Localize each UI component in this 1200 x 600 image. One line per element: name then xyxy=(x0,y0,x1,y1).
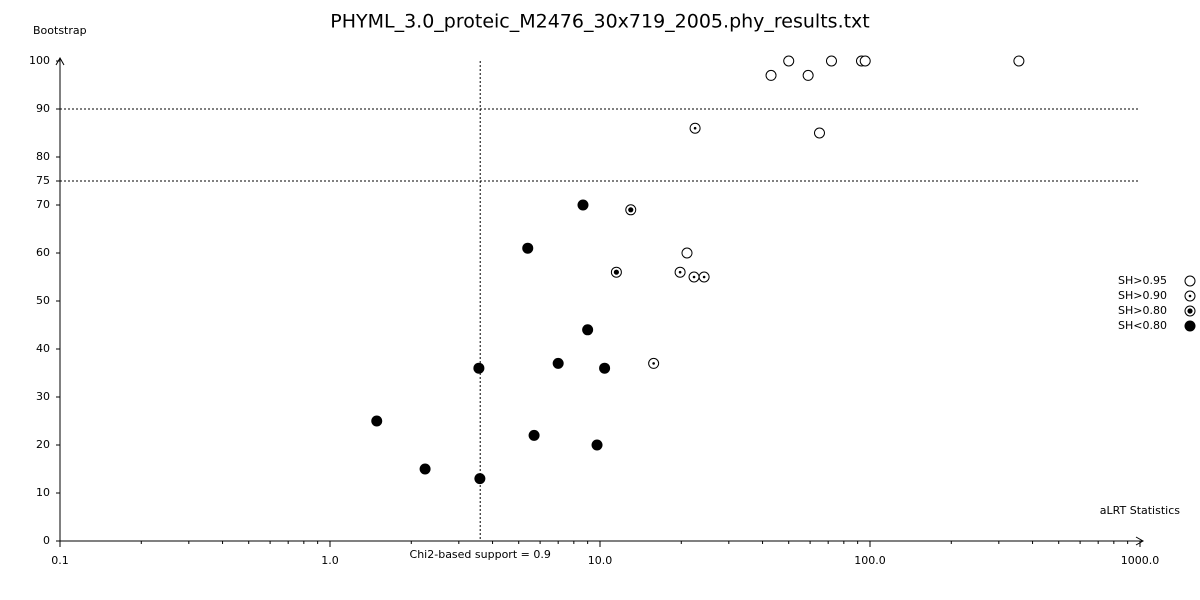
point xyxy=(1184,320,1196,332)
y-tick-label: 40 xyxy=(36,342,50,355)
point xyxy=(577,199,589,211)
point xyxy=(698,271,710,283)
point xyxy=(674,266,686,278)
reference-label: Chi2-based support = 0.9 xyxy=(410,548,551,561)
y-tick-label: 90 xyxy=(36,102,50,115)
point xyxy=(802,69,814,81)
x-tick-label: 1000.0 xyxy=(1121,554,1160,567)
point xyxy=(859,55,871,67)
point xyxy=(371,415,383,427)
point xyxy=(648,357,660,369)
x-tick-label: 0.1 xyxy=(51,554,69,567)
point xyxy=(688,271,700,283)
y-tick-label: 70 xyxy=(36,198,50,211)
x-tick-label: 100.0 xyxy=(854,554,886,567)
point xyxy=(825,55,837,67)
y-tick-label: 100 xyxy=(29,54,50,67)
point xyxy=(765,69,777,81)
x-tick-label: 1.0 xyxy=(321,554,339,567)
legend-label: SH>0.90 xyxy=(1118,289,1167,302)
point xyxy=(610,266,622,278)
y-tick-label: 0 xyxy=(43,534,50,547)
legend-label: SH<0.80 xyxy=(1118,319,1167,332)
y-tick-label: 50 xyxy=(36,294,50,307)
y-axis-label: Bootstrap xyxy=(33,24,87,37)
x-tick-label: 10.0 xyxy=(588,554,613,567)
point xyxy=(681,247,693,259)
y-tick-label: 30 xyxy=(36,390,50,403)
point xyxy=(582,324,594,336)
y-tick-label: 75 xyxy=(36,174,50,187)
point xyxy=(528,429,540,441)
point xyxy=(1184,305,1196,317)
point xyxy=(689,122,701,134)
point xyxy=(419,463,431,475)
point xyxy=(1184,290,1196,302)
point xyxy=(1184,275,1196,287)
point xyxy=(591,439,603,451)
x-axis-label: aLRT Statistics xyxy=(1100,504,1180,517)
point xyxy=(813,127,825,139)
point xyxy=(474,473,486,485)
point xyxy=(473,362,485,374)
point xyxy=(599,362,611,374)
legend-label: SH>0.95 xyxy=(1118,274,1167,287)
y-tick-label: 10 xyxy=(36,486,50,499)
legend-label: SH>0.80 xyxy=(1118,304,1167,317)
axis-arrows xyxy=(55,56,1145,546)
y-tick-label: 20 xyxy=(36,438,50,451)
point xyxy=(1013,55,1025,67)
point xyxy=(552,357,564,369)
point xyxy=(783,55,795,67)
point xyxy=(522,242,534,254)
y-tick-label: 60 xyxy=(36,246,50,259)
point xyxy=(625,204,637,216)
chart-title: PHYML_3.0_proteic_M2476_30x719_2005.phy_… xyxy=(330,11,870,33)
y-tick-label: 80 xyxy=(36,150,50,163)
